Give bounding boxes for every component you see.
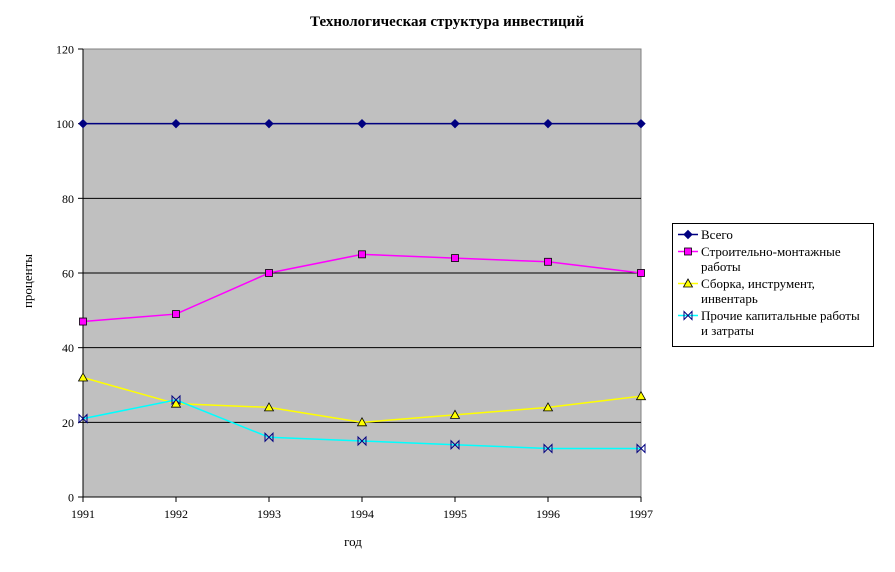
data-point bbox=[265, 269, 273, 277]
data-point bbox=[543, 443, 553, 454]
y-tick-label: 80 bbox=[62, 192, 74, 206]
x-tick-label: 1997 bbox=[629, 507, 653, 521]
data-point bbox=[637, 269, 645, 277]
data-point bbox=[264, 432, 274, 443]
data-point bbox=[542, 402, 554, 412]
legend-swatch-total bbox=[678, 229, 698, 240]
legend-item-assembly: Сборка, инструмент, инвентарь bbox=[678, 276, 869, 306]
y-tick-label: 120 bbox=[56, 43, 74, 57]
data-point bbox=[543, 118, 553, 129]
data-point bbox=[171, 118, 181, 129]
data-point bbox=[636, 118, 646, 129]
x-axis-label: год bbox=[344, 534, 362, 549]
data-point bbox=[450, 118, 460, 129]
data-point bbox=[635, 390, 647, 401]
legend-swatch-marker bbox=[682, 278, 694, 288]
x-tick-label: 1996 bbox=[536, 507, 560, 521]
data-point bbox=[356, 417, 368, 427]
data-point bbox=[171, 394, 181, 406]
data-point bbox=[170, 398, 182, 408]
x-tick-label: 1993 bbox=[257, 507, 281, 521]
data-point bbox=[449, 409, 461, 419]
data-point bbox=[357, 435, 367, 447]
y-tick-labels: 0 20 40 60 80 100 120 bbox=[56, 43, 74, 505]
legend-swatch-other bbox=[678, 310, 698, 321]
legend-swatch-marker bbox=[683, 310, 693, 321]
data-point bbox=[357, 118, 367, 129]
data-point bbox=[263, 402, 275, 412]
series-group bbox=[77, 118, 647, 454]
legend-item-other: Прочие капитальные работы и затраты bbox=[678, 308, 869, 338]
data-point bbox=[77, 372, 89, 382]
legend-swatch-marker bbox=[683, 229, 693, 240]
data-point bbox=[78, 118, 88, 129]
series-2 bbox=[77, 372, 647, 427]
legend-swatch-construction bbox=[678, 247, 698, 256]
series-0 bbox=[78, 118, 646, 129]
data-point bbox=[79, 317, 87, 326]
y-tick-label: 0 bbox=[68, 491, 74, 505]
data-point bbox=[544, 257, 552, 266]
y-tick-label: 60 bbox=[62, 267, 74, 281]
y-axis-label: проценты bbox=[20, 254, 35, 308]
data-point bbox=[172, 310, 180, 318]
legend-label-construction: Строительно-монтажные работы bbox=[701, 244, 841, 274]
x-tick-label: 1991 bbox=[71, 507, 95, 521]
data-point bbox=[450, 439, 460, 450]
legend: Всего Строительно-монтажные работы Сборк… bbox=[672, 223, 874, 347]
legend-swatch-marker bbox=[684, 247, 692, 256]
data-point bbox=[264, 118, 274, 129]
y-tick-label: 40 bbox=[62, 341, 74, 355]
y-tick-label: 20 bbox=[62, 416, 74, 430]
x-tick-label: 1992 bbox=[164, 507, 188, 521]
data-point bbox=[636, 443, 646, 454]
series-1 bbox=[79, 250, 645, 326]
data-point bbox=[78, 413, 88, 424]
legend-item-total: Всего bbox=[678, 227, 869, 242]
series-3 bbox=[78, 394, 646, 454]
data-point bbox=[358, 250, 366, 259]
legend-swatch-assembly bbox=[678, 278, 698, 288]
y-tick-label: 100 bbox=[56, 117, 74, 131]
data-point bbox=[451, 254, 459, 262]
x-tick-labels: 1991 1992 1993 1994 1995 1996 1997 bbox=[71, 497, 653, 521]
legend-label-other: Прочие капитальные работы и затраты bbox=[701, 308, 860, 338]
x-tick-label: 1995 bbox=[443, 507, 467, 521]
legend-label-total: Всего bbox=[701, 227, 733, 242]
legend-item-construction: Строительно-монтажные работы bbox=[678, 244, 869, 274]
chart-title: Технологическая структура инвестиций bbox=[310, 14, 584, 30]
x-tick-label: 1994 bbox=[350, 507, 374, 521]
legend-label-assembly: Сборка, инструмент, инвентарь bbox=[701, 276, 815, 306]
